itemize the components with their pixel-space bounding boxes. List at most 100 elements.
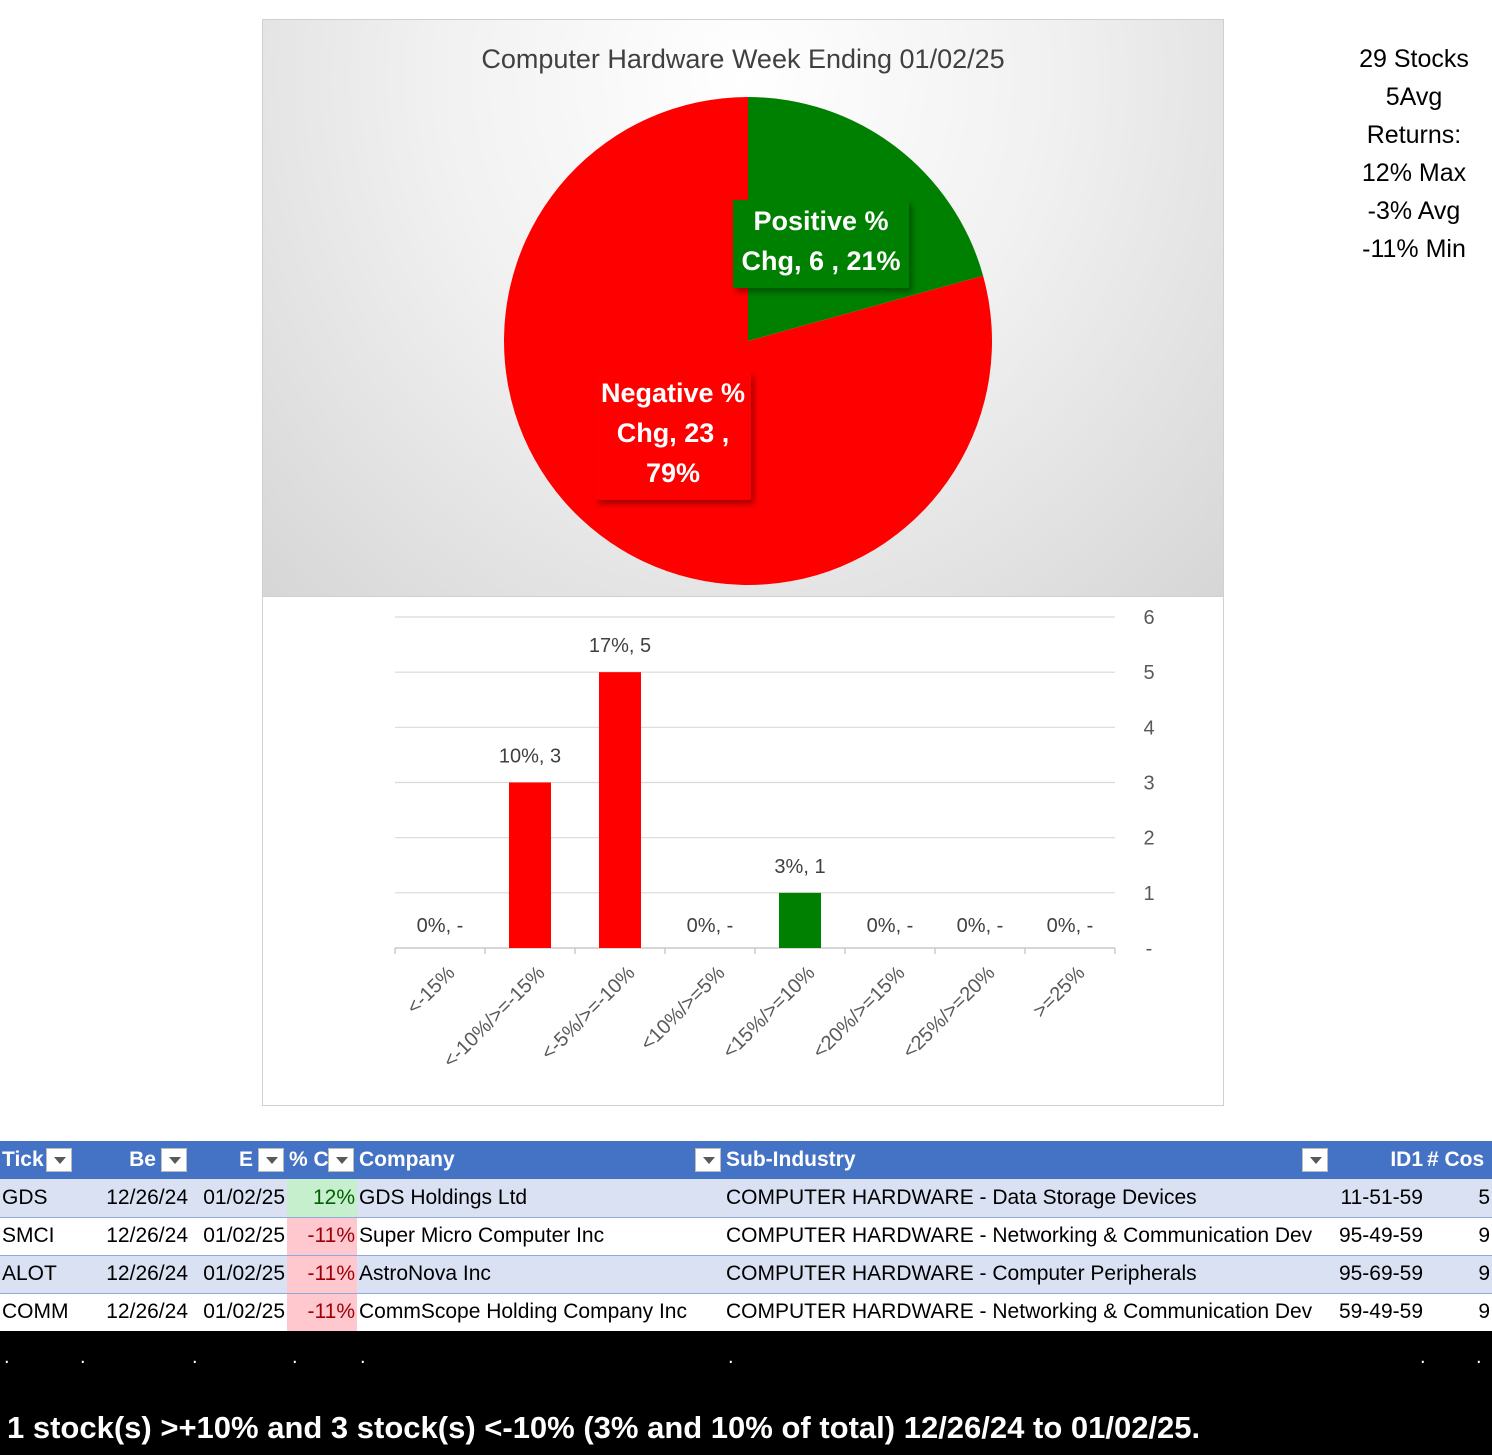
y-tick-label: 3 <box>1143 773 1154 795</box>
cell-begin-date[interactable]: 12/26/24 <box>75 1179 190 1218</box>
cell-id1[interactable]: 95-69-59 <box>1331 1255 1425 1294</box>
cell-company[interactable]: Super Micro Computer Inc <box>357 1217 724 1256</box>
bar-data-label: 3%, 1 <box>774 856 825 878</box>
cell-cos-count[interactable]: 5 <box>1425 1179 1492 1218</box>
header-label: % C <box>289 1148 329 1171</box>
cell-pct-change[interactable]: -11% <box>287 1217 357 1256</box>
column-header-company[interactable]: Company <box>357 1141 724 1179</box>
footer-dot: . <box>728 1346 734 1368</box>
cell-end-date[interactable]: 01/02/25 <box>190 1217 287 1256</box>
footer-dot: . <box>192 1346 198 1368</box>
y-tick-label: 6 <box>1143 607 1154 629</box>
x-category-label: >=25% <box>1029 962 1090 1023</box>
table-row[interactable]: SMCI 12/26/24 01/02/25 -11% Super Micro Comp… <box>0 1217 1492 1256</box>
pie-data-label: 79% <box>646 458 700 488</box>
cell-id1[interactable]: 11-51-59 <box>1331 1179 1425 1218</box>
column-header-ticker[interactable]: Tick <box>0 1141 75 1179</box>
pie-data-label-box <box>595 372 751 500</box>
cell-end-date[interactable]: 01/02/25 <box>190 1255 287 1294</box>
bar-data-label: 10%, 3 <box>499 746 561 768</box>
column-header-sub-industry[interactable]: Sub-Industry <box>724 1141 1331 1179</box>
header-label: Company <box>359 1148 455 1171</box>
pie-chart-title: Computer Hardware Week Ending 01/02/25 <box>481 44 1005 74</box>
bar-data-label: 0%, - <box>867 915 914 937</box>
column-header-id1[interactable]: ID1 <box>1331 1141 1425 1179</box>
column-header-begin[interactable]: Be <box>75 1141 190 1179</box>
header-label: Tick <box>2 1148 44 1171</box>
bar <box>509 782 551 948</box>
header-label: E <box>238 1148 253 1171</box>
filter-dropdown-icon[interactable] <box>1302 1148 1328 1172</box>
footer-band <box>0 1331 1492 1455</box>
footer-dot: . <box>1476 1346 1482 1368</box>
column-header-cos[interactable]: # Cos <box>1425 1141 1492 1179</box>
cell-id1[interactable]: 95-49-59 <box>1331 1217 1425 1256</box>
table-row[interactable]: GDS 12/26/24 01/02/25 12% GDS Holdings Ltd CO… <box>0 1179 1492 1218</box>
cell-ticker[interactable]: COMM <box>0 1293 75 1332</box>
cell-sub-industry[interactable]: COMPUTER HARDWARE - Networking & Communi… <box>724 1293 1331 1332</box>
cell-begin-date[interactable]: 12/26/24 <box>75 1255 190 1294</box>
bar-chart-panel: -1 2 3 4 5 6 0%, - <-15% 10%, 3 <-10%/>=-15% 17%, … <box>262 597 1224 1106</box>
cell-id1[interactable]: 59-49-59 <box>1331 1293 1425 1332</box>
cell-pct-change[interactable]: -11% <box>287 1293 357 1332</box>
filter-dropdown-icon[interactable] <box>46 1148 72 1172</box>
pie-data-label-box <box>733 200 909 288</box>
filter-dropdown-icon[interactable] <box>695 1148 721 1172</box>
cell-end-date[interactable]: 01/02/25 <box>190 1293 287 1332</box>
summary-line: -3% Avg <box>1367 197 1461 225</box>
header-label: ID1 <box>1390 1148 1423 1171</box>
cell-end-date[interactable]: 01/02/25 <box>190 1179 287 1218</box>
y-tick-label: 1 <box>1143 883 1154 905</box>
column-header-end[interactable]: E <box>190 1141 287 1179</box>
footer-dot: . <box>4 1346 10 1368</box>
cell-company[interactable]: AstroNova Inc <box>357 1255 724 1294</box>
summary-line: 12% Max <box>1361 159 1467 187</box>
cell-sub-industry[interactable]: COMPUTER HARDWARE - Computer Peripherals <box>724 1255 1331 1294</box>
table-header-row: Tick Be E % C Company Sub-Industry ID1 #… <box>0 1141 1492 1179</box>
y-tick-label: 5 <box>1143 662 1154 684</box>
summary-line: 29 Stocks <box>1359 45 1469 73</box>
filter-dropdown-icon[interactable] <box>258 1148 284 1172</box>
x-category-label: <-5%/>=-10% <box>537 962 640 1065</box>
bar-data-label: 0%, - <box>417 915 464 937</box>
header-label: # Cos <box>1427 1148 1485 1171</box>
pie-data-label: Chg, 6 , 21% <box>741 246 900 276</box>
x-category-label: <25%/>=20% <box>899 962 1000 1063</box>
stocks-table: Tick Be E % C Company Sub-Industry ID1 #… <box>0 1141 1492 1332</box>
returns-summary: 29 Stocks 5Avg Returns: 12% Max -3% Avg … <box>1336 40 1492 268</box>
cell-pct-change[interactable]: 12% <box>287 1179 357 1218</box>
pie-data-label: Chg, 23 , <box>617 418 730 448</box>
cell-begin-date[interactable]: 12/26/24 <box>75 1293 190 1332</box>
cell-cos-count[interactable]: 9 <box>1425 1293 1492 1332</box>
cell-ticker[interactable]: GDS <box>0 1179 75 1218</box>
footer-dot: . <box>360 1346 366 1368</box>
filter-dropdown-icon[interactable] <box>161 1148 187 1172</box>
footer-dot: . <box>292 1346 298 1368</box>
footer-dot: . <box>80 1346 86 1368</box>
cell-ticker[interactable]: ALOT <box>0 1255 75 1294</box>
cell-pct-change[interactable]: -11% <box>287 1255 357 1294</box>
summary-line: 5Avg <box>1385 83 1443 111</box>
filter-dropdown-icon[interactable] <box>328 1148 354 1172</box>
bar-data-label: 0%, - <box>687 915 734 937</box>
pie-chart: Positive % Chg, 6 , 21% Negative % Chg, 23 … <box>503 97 993 585</box>
cell-cos-count[interactable]: 9 <box>1425 1217 1492 1256</box>
bar <box>779 892 821 948</box>
column-header-pct-change[interactable]: % C <box>287 1141 357 1179</box>
x-category-label: <-15% <box>403 962 460 1019</box>
table-row[interactable]: ALOT 12/26/24 01/02/25 -11% AstroNova Inc COM… <box>0 1255 1492 1294</box>
cell-sub-industry[interactable]: COMPUTER HARDWARE - Networking & Communi… <box>724 1217 1331 1256</box>
cell-cos-count[interactable]: 9 <box>1425 1255 1492 1294</box>
table-row[interactable]: COMM 12/26/24 01/02/25 -11% CommScope Holdin… <box>0 1293 1492 1332</box>
cell-company[interactable]: CommScope Holding Company Inc <box>357 1293 724 1332</box>
x-category-label: <20%/>=15% <box>809 962 910 1063</box>
header-label: Sub-Industry <box>726 1148 856 1171</box>
pie-data-label: Negative % <box>601 378 745 408</box>
cell-ticker[interactable]: SMCI <box>0 1217 75 1256</box>
y-tick-label: - <box>1146 938 1153 960</box>
cell-sub-industry[interactable]: COMPUTER HARDWARE - Data Storage Devices <box>724 1179 1331 1218</box>
y-tick-label: 4 <box>1143 717 1154 739</box>
cell-begin-date[interactable]: 12/26/24 <box>75 1217 190 1256</box>
cell-company[interactable]: GDS Holdings Ltd <box>357 1179 724 1218</box>
